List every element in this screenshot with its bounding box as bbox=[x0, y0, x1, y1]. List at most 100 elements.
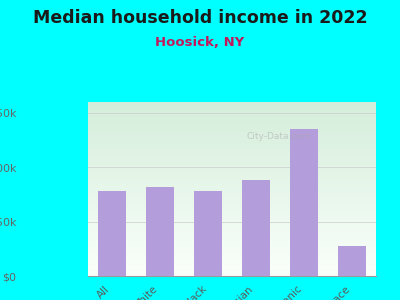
Bar bbox=[88, 114, 376, 115]
Bar bbox=[88, 116, 376, 117]
Bar bbox=[88, 196, 376, 197]
Bar bbox=[88, 125, 376, 126]
Bar bbox=[88, 165, 376, 166]
Bar bbox=[88, 192, 376, 193]
Text: Median household income in 2022: Median household income in 2022 bbox=[33, 9, 367, 27]
Bar bbox=[88, 124, 376, 125]
Bar bbox=[88, 201, 376, 202]
Bar bbox=[88, 121, 376, 122]
Bar bbox=[88, 151, 376, 152]
Bar bbox=[88, 183, 376, 184]
Bar bbox=[88, 249, 376, 250]
Bar bbox=[88, 141, 376, 142]
Bar bbox=[88, 267, 376, 268]
Bar bbox=[88, 197, 376, 198]
Bar bbox=[88, 174, 376, 175]
Bar bbox=[88, 190, 376, 191]
Bar bbox=[88, 140, 376, 141]
Bar bbox=[88, 231, 376, 232]
Bar bbox=[194, 191, 222, 276]
Bar bbox=[88, 265, 376, 266]
Bar bbox=[88, 137, 376, 138]
Bar bbox=[88, 225, 376, 226]
Bar bbox=[88, 146, 376, 147]
Bar bbox=[88, 129, 376, 130]
Bar bbox=[88, 173, 376, 174]
Bar bbox=[88, 256, 376, 257]
Bar bbox=[88, 117, 376, 118]
Bar bbox=[88, 217, 376, 218]
Bar bbox=[88, 108, 376, 109]
Bar bbox=[88, 208, 376, 209]
Bar bbox=[88, 274, 376, 275]
Bar bbox=[88, 260, 376, 261]
Bar bbox=[88, 132, 376, 133]
Bar bbox=[88, 200, 376, 201]
Bar bbox=[88, 207, 376, 208]
Bar bbox=[88, 184, 376, 185]
Bar bbox=[88, 258, 376, 259]
Bar bbox=[88, 273, 376, 274]
Bar bbox=[88, 128, 376, 129]
Bar bbox=[88, 153, 376, 154]
Bar bbox=[88, 161, 376, 162]
Bar bbox=[88, 138, 376, 139]
Bar bbox=[88, 227, 376, 228]
Bar bbox=[88, 255, 376, 256]
Bar bbox=[88, 199, 376, 200]
Bar bbox=[88, 251, 376, 252]
Bar bbox=[88, 238, 376, 239]
Bar bbox=[88, 170, 376, 171]
Bar bbox=[146, 187, 174, 276]
Bar bbox=[88, 145, 376, 146]
Bar bbox=[88, 206, 376, 207]
Bar bbox=[88, 144, 376, 145]
Bar bbox=[88, 115, 376, 116]
Bar bbox=[88, 136, 376, 137]
Bar bbox=[88, 244, 376, 245]
Bar bbox=[88, 113, 376, 114]
Bar bbox=[88, 130, 376, 131]
Bar bbox=[88, 154, 376, 155]
Bar bbox=[88, 158, 376, 159]
Bar bbox=[88, 169, 376, 170]
Bar bbox=[88, 211, 376, 212]
Bar bbox=[88, 215, 376, 216]
Bar bbox=[88, 261, 376, 262]
Bar bbox=[88, 243, 376, 244]
Bar bbox=[88, 181, 376, 182]
Bar bbox=[88, 242, 376, 243]
Bar bbox=[88, 105, 376, 106]
Bar bbox=[88, 171, 376, 172]
Bar bbox=[88, 263, 376, 264]
Bar bbox=[88, 120, 376, 121]
Bar bbox=[290, 129, 318, 276]
Bar bbox=[88, 220, 376, 221]
Bar bbox=[88, 127, 376, 128]
Bar bbox=[88, 240, 376, 241]
Bar bbox=[88, 223, 376, 224]
Bar bbox=[88, 148, 376, 149]
Bar bbox=[88, 250, 376, 251]
Bar bbox=[88, 172, 376, 173]
Bar bbox=[88, 175, 376, 176]
Bar bbox=[88, 234, 376, 235]
Bar bbox=[88, 176, 376, 177]
Bar bbox=[88, 185, 376, 186]
Bar bbox=[88, 205, 376, 206]
Bar bbox=[98, 191, 126, 276]
Bar bbox=[88, 230, 376, 231]
Bar bbox=[88, 189, 376, 190]
Bar bbox=[88, 150, 376, 151]
Bar bbox=[88, 118, 376, 119]
Bar bbox=[88, 167, 376, 168]
Bar bbox=[88, 239, 376, 240]
Bar bbox=[88, 254, 376, 255]
Bar bbox=[88, 270, 376, 271]
Bar bbox=[88, 219, 376, 220]
Bar bbox=[88, 139, 376, 140]
Bar bbox=[88, 149, 376, 150]
Bar bbox=[88, 229, 376, 230]
Bar bbox=[88, 259, 376, 260]
Bar bbox=[88, 188, 376, 189]
